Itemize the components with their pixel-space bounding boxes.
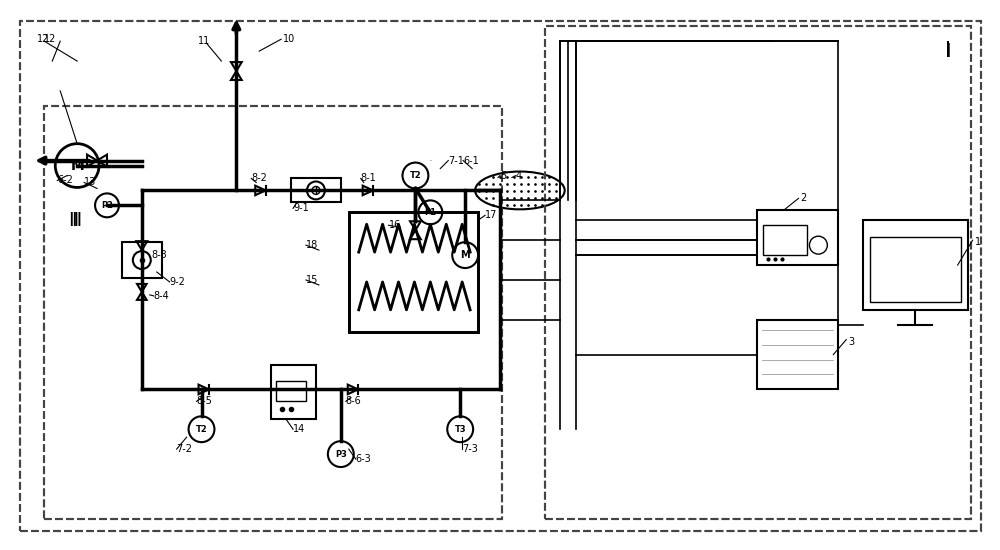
Circle shape [55,144,99,188]
Circle shape [312,186,320,194]
Text: T2: T2 [430,160,432,161]
Text: I: I [945,42,951,60]
Text: T2: T2 [196,425,207,434]
Text: 12: 12 [44,34,57,44]
Text: 6-2: 6-2 [57,175,73,185]
Bar [757,320,838,389]
Text: 5: 5 [500,170,506,180]
Circle shape [307,182,325,200]
Text: 18: 18 [306,240,318,250]
Text: 12: 12 [37,34,50,44]
Bar [122,242,162,278]
Polygon shape [255,186,266,195]
Text: 8-1: 8-1 [361,173,376,184]
Polygon shape [137,292,147,300]
Text: M: M [460,250,470,260]
Text: P2: P2 [101,201,113,210]
Text: 7-3: 7-3 [462,444,478,454]
Ellipse shape [475,172,565,210]
Text: T3: T3 [454,425,466,434]
Text: 3: 3 [848,337,854,346]
Polygon shape [410,230,421,239]
Text: 16: 16 [389,220,401,230]
Text: 10: 10 [283,34,295,44]
Polygon shape [410,221,421,230]
Bar [757,210,838,265]
Circle shape [402,163,428,189]
Text: M: M [70,158,84,173]
Text: P1: P1 [424,208,436,217]
Text: II: II [72,211,83,230]
Polygon shape [199,384,209,394]
Text: 9-1: 9-1 [293,204,309,213]
Polygon shape [348,384,358,394]
Text: 7-2: 7-2 [177,444,193,454]
Bar [349,212,478,332]
Text: 14: 14 [293,424,305,434]
Text: 17: 17 [485,210,497,221]
Text: 7-1: 7-1 [448,156,464,166]
Text: 15: 15 [306,275,318,285]
Text: 8-4: 8-4 [154,291,170,301]
Circle shape [189,416,214,442]
Bar [44,106,502,519]
Polygon shape [136,241,147,250]
Text: 8-5: 8-5 [197,397,212,406]
Text: 11: 11 [198,36,210,46]
Text: 4: 4 [516,170,522,180]
Circle shape [418,200,442,224]
Bar [545,26,971,519]
Polygon shape [363,186,373,195]
Polygon shape [137,284,147,292]
Text: 8-3: 8-3 [152,250,168,260]
Bar [870,237,961,302]
Bar [271,365,316,419]
Text: 1: 1 [975,237,981,247]
Bar [545,26,971,519]
Bar [44,106,502,519]
Circle shape [95,194,119,217]
Polygon shape [231,71,242,80]
Text: P3: P3 [335,449,347,459]
Circle shape [809,236,827,254]
Circle shape [328,441,354,467]
Text: 6-1: 6-1 [463,156,479,166]
Text: 13: 13 [84,178,96,188]
Bar [763,226,807,255]
Polygon shape [97,155,107,167]
Text: 8-6: 8-6 [346,397,362,406]
Text: II: II [69,211,80,230]
Text: 8-2: 8-2 [251,173,267,184]
Bar [291,179,341,202]
Polygon shape [136,250,147,259]
Polygon shape [87,155,97,167]
Circle shape [447,416,473,442]
Circle shape [133,251,151,269]
Text: 6-3: 6-3 [356,454,371,464]
Bar [276,382,306,402]
Text: I: I [945,41,951,61]
Bar [349,212,478,332]
Polygon shape [231,62,242,71]
Circle shape [452,242,478,268]
Text: T2: T2 [410,171,421,180]
Text: 2: 2 [800,194,807,204]
Bar [863,221,968,310]
Text: 9-2: 9-2 [170,277,186,287]
